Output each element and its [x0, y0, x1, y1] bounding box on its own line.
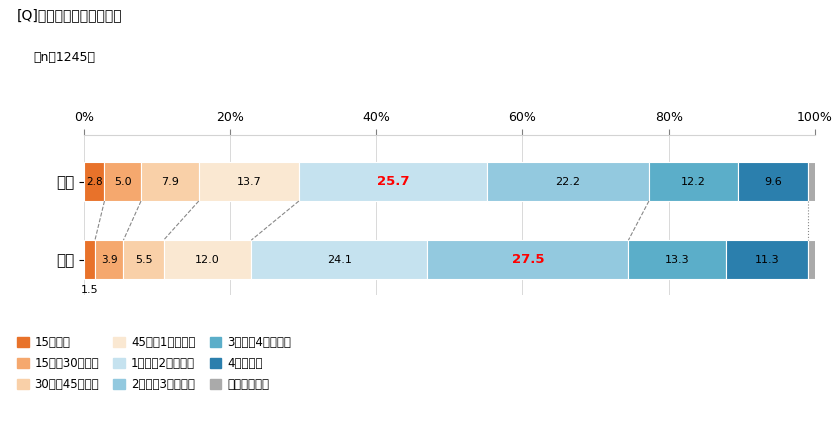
Bar [84, 240, 95, 279]
Bar [251, 240, 428, 279]
Bar [808, 240, 816, 279]
Text: 27.5: 27.5 [512, 253, 544, 266]
Text: 13.3: 13.3 [664, 255, 690, 264]
Text: 2.8: 2.8 [86, 176, 102, 187]
Text: 22.2: 22.2 [555, 176, 580, 187]
Bar [164, 240, 251, 279]
Legend: 15分未満, 15分〜30分未満, 30分〜45分未満, 45分〜1時間未満, 1時間〜2時間未満, 2時間〜3時間未満, 3時間〜4時間未満, 4時間以上, : 15分未満, 15分〜30分未満, 30分〜45分未満, 45分〜1時間未満, … [17, 336, 291, 392]
Text: 7.9: 7.9 [161, 176, 179, 187]
Bar [428, 240, 628, 279]
Text: 3.9: 3.9 [101, 255, 118, 264]
Text: [Q]妻が家事に費やす時間: [Q]妻が家事に費やす時間 [17, 8, 123, 22]
Text: 11.3: 11.3 [754, 255, 780, 264]
Bar [104, 162, 141, 201]
Bar [628, 240, 726, 279]
Bar [299, 162, 486, 201]
Bar [808, 162, 816, 201]
Bar [84, 162, 104, 201]
Text: 24.1: 24.1 [327, 255, 352, 264]
Bar [141, 162, 199, 201]
Text: 5.0: 5.0 [114, 176, 132, 187]
Text: 9.6: 9.6 [764, 176, 782, 187]
Bar [486, 162, 649, 201]
Text: 1.5: 1.5 [81, 285, 98, 296]
Bar [95, 240, 123, 279]
Text: 5.5: 5.5 [134, 255, 152, 264]
Text: 25.7: 25.7 [376, 175, 409, 188]
Bar [649, 162, 738, 201]
Text: （n＝1245）: （n＝1245） [34, 51, 96, 64]
Bar [726, 240, 808, 279]
Bar [199, 162, 299, 201]
Text: 12.0: 12.0 [195, 255, 220, 264]
Text: 13.7: 13.7 [236, 176, 261, 187]
Text: 12.2: 12.2 [681, 176, 706, 187]
Bar [123, 240, 164, 279]
Bar [738, 162, 808, 201]
